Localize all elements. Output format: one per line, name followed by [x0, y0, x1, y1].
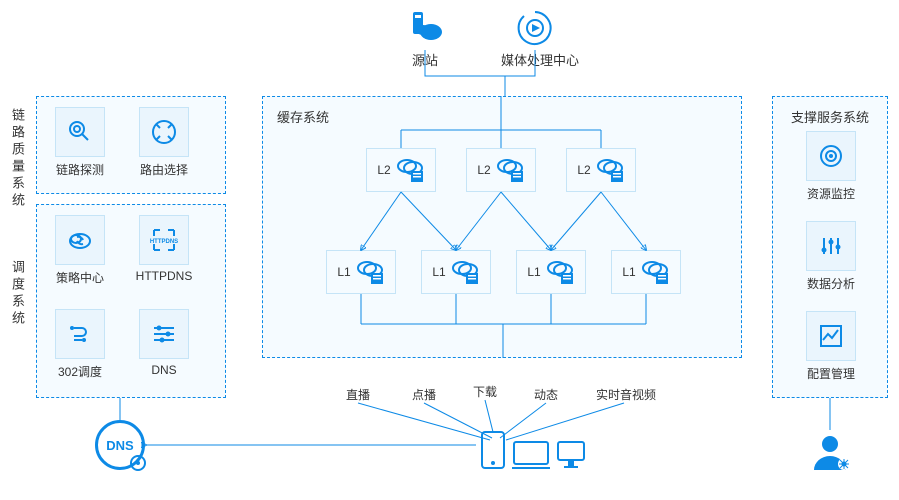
l1-node-1: L1 [421, 250, 491, 294]
l1-label-2: L1 [527, 265, 540, 279]
config-label: 配置管理 [796, 365, 866, 382]
httpdns-label: HTTPDNS [129, 269, 199, 283]
svc-0: 直播 [346, 386, 370, 403]
cache-panel: 缓存系统 [262, 96, 742, 358]
302-icon [55, 309, 105, 359]
probe-icon [55, 107, 105, 157]
l1-node-2: L1 [516, 250, 586, 294]
quality-panel: 链路探测 路由选择 [36, 96, 226, 194]
media-icon [515, 8, 555, 51]
svc-1: 点播 [412, 386, 436, 403]
httpdns-icon: HTTPDNS [139, 215, 189, 265]
l2-label-1: L2 [477, 163, 490, 177]
schedule-title: 调度系统 [8, 260, 27, 328]
user-icon [810, 430, 854, 477]
cache-title: 缓存系统 [277, 107, 329, 126]
l2-node-0: L2 [366, 148, 436, 192]
policy-icon [55, 215, 105, 265]
policy-label: 策略中心 [45, 269, 115, 286]
support-title: 支撑服务系统 [773, 107, 887, 126]
l1-label-0: L1 [337, 265, 350, 279]
dns-node: DNS [95, 420, 145, 470]
l1-node-0: L1 [326, 250, 396, 294]
l1-node-3: L1 [611, 250, 681, 294]
schedule-panel: 策略中心 HTTPDNS HTTPDNS 302调度 DNS [36, 204, 226, 398]
svc-3: 动态 [534, 386, 558, 403]
l2-label-2: L2 [577, 163, 590, 177]
quality-title: 链路质量系统 [8, 108, 27, 210]
svc-4: 实时音视频 [596, 386, 656, 403]
svg-text:HTTPDNS: HTTPDNS [150, 239, 178, 245]
media-label: 媒体处理中心 [495, 50, 585, 69]
route-label: 路由选择 [129, 161, 199, 178]
analyze-label: 数据分析 [796, 275, 866, 292]
support-panel: 支撑服务系统 资源监控 数据分析 配置管理 [772, 96, 888, 398]
dns-node-label: DNS [106, 438, 133, 453]
monitor-icon [806, 131, 856, 181]
devices-icon [480, 430, 586, 470]
l2-node-1: L2 [466, 148, 536, 192]
origin-label: 源站 [393, 50, 457, 69]
config-icon [806, 311, 856, 361]
origin-icon [405, 8, 445, 51]
probe-label: 链路探测 [45, 161, 115, 178]
302-label: 302调度 [45, 363, 115, 380]
dns-sched-icon [139, 309, 189, 359]
analyze-icon [806, 221, 856, 271]
monitor-label: 资源监控 [796, 185, 866, 202]
route-icon [139, 107, 189, 157]
l1-label-3: L1 [622, 265, 635, 279]
dns-sched-label: DNS [129, 363, 199, 377]
l2-label-0: L2 [377, 163, 390, 177]
l2-node-2: L2 [566, 148, 636, 192]
svc-2: 下载 [473, 383, 497, 400]
l1-label-1: L1 [432, 265, 445, 279]
